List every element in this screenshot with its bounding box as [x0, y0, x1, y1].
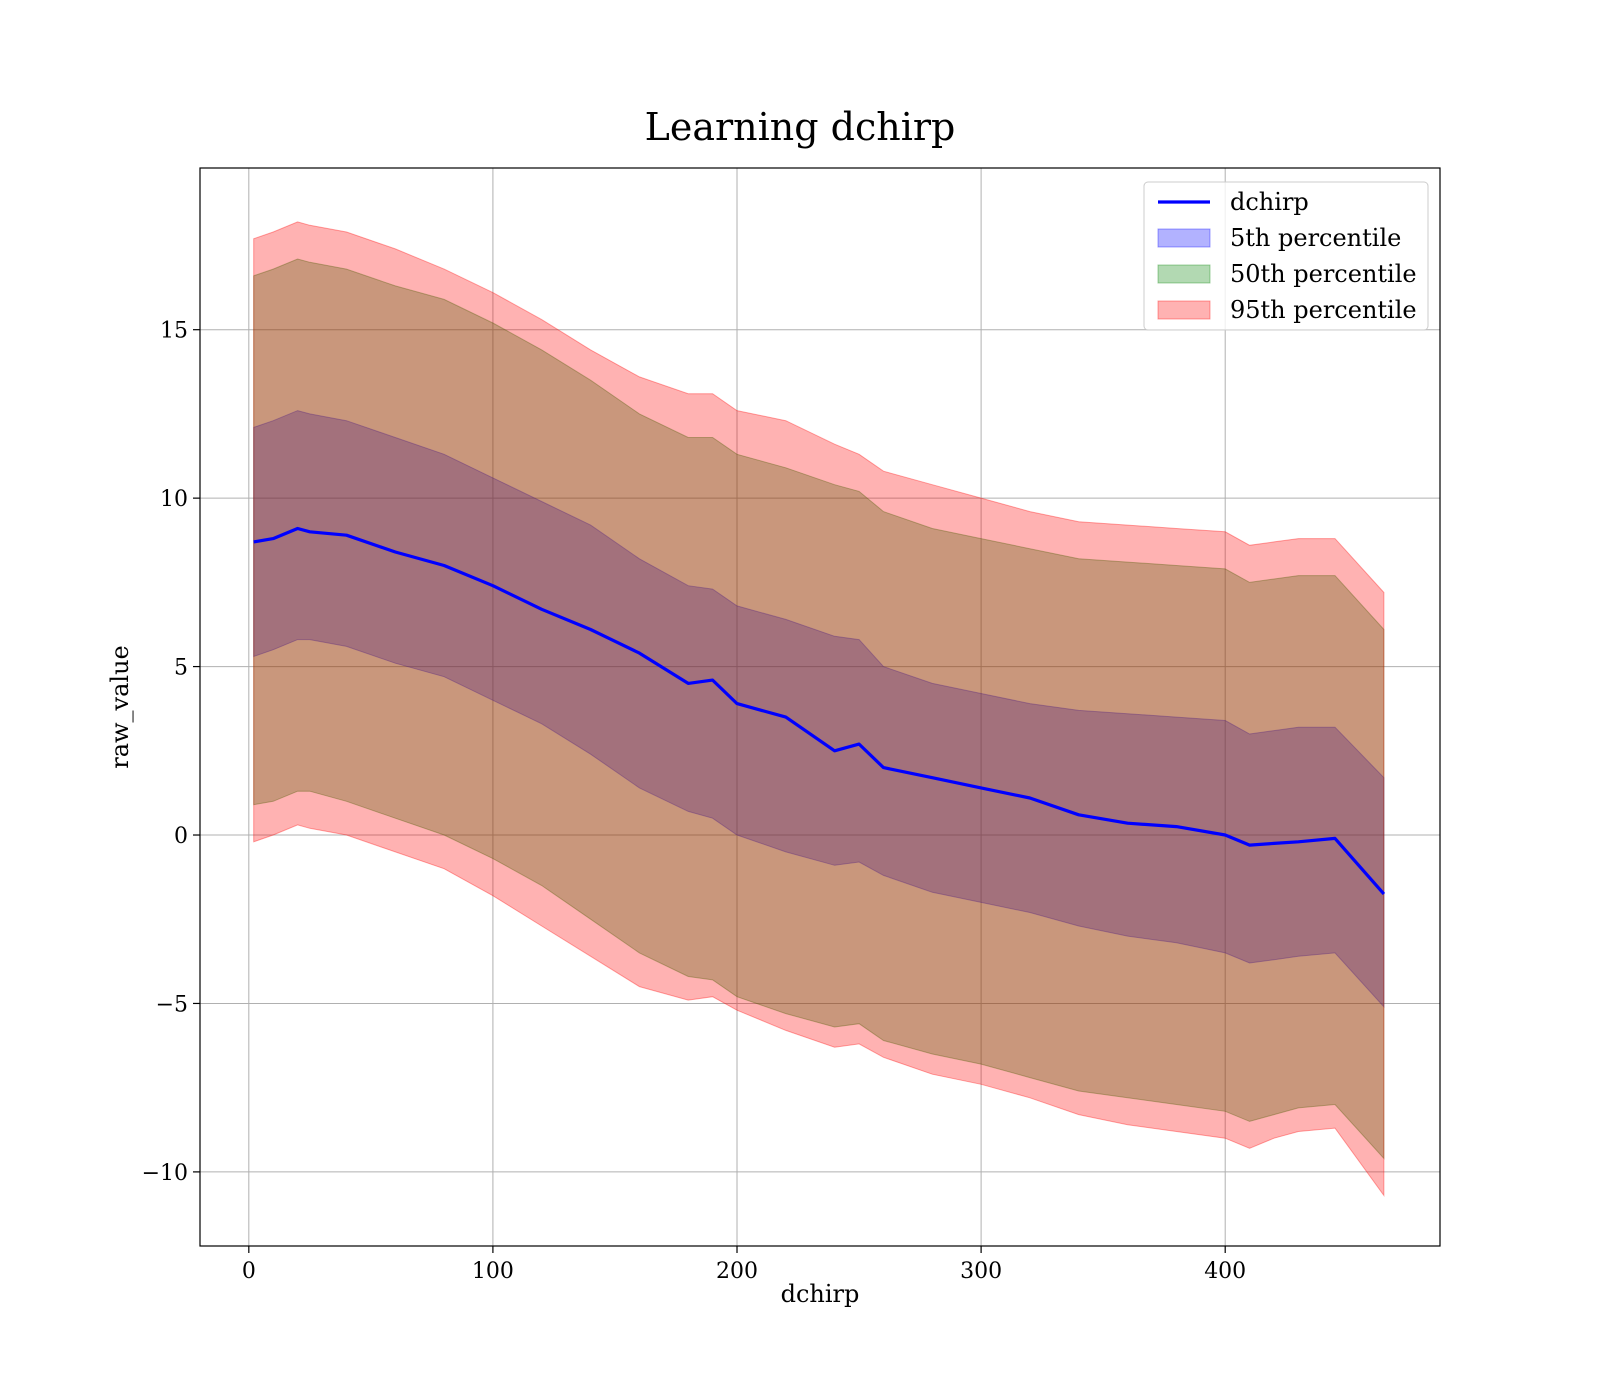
plot-frame	[199, 167, 1441, 1247]
legend: dchirp 5th percentile 50th percentile 95th …	[1143, 181, 1429, 331]
grid-layer	[200, 168, 1440, 1246]
band-layer	[253, 221, 1385, 1198]
band-50th-percentile	[253, 258, 1385, 1160]
x-axis-label: dchirp	[781, 1280, 860, 1308]
series-line-dchirp	[253, 526, 1386, 896]
legend-swatch-95th-percentile	[1157, 300, 1211, 320]
y-tick-label: 10	[160, 487, 188, 512]
legend-swatch-5th-percentile	[1157, 228, 1211, 248]
x-tick-label: 400	[1204, 1259, 1246, 1284]
band-95th-percentile	[253, 221, 1385, 1198]
legend-label-95th-percentile: 95th percentile	[1230, 296, 1417, 324]
x-axis: 0 100 200 300 400	[242, 1246, 1246, 1284]
legend-swatch-50th-percentile	[1157, 264, 1211, 284]
legend-frame	[1143, 181, 1429, 331]
y-tick-label: 15	[160, 319, 188, 344]
x-tick-label: 200	[716, 1259, 758, 1284]
line-layer	[253, 526, 1386, 896]
legend-label-dchirp: dchirp	[1230, 188, 1309, 216]
x-tick-label: 0	[242, 1259, 256, 1284]
y-tick-label: −10	[142, 1161, 188, 1186]
chart-title: Learning dchirp	[645, 105, 956, 149]
y-tick-label: 0	[174, 824, 188, 849]
legend-label-5th-percentile: 5th percentile	[1230, 224, 1401, 252]
legend-label-50th-percentile: 50th percentile	[1230, 260, 1417, 288]
y-axis-label: raw_value	[106, 645, 134, 769]
x-tick-label: 300	[960, 1259, 1002, 1284]
y-tick-label: −5	[156, 992, 188, 1017]
y-tick-label: 5	[174, 656, 188, 681]
y-axis: −10 −5 0 5 10 15	[142, 319, 200, 1186]
band-5th-percentile	[253, 410, 1385, 1009]
x-tick-label: 100	[472, 1259, 514, 1284]
